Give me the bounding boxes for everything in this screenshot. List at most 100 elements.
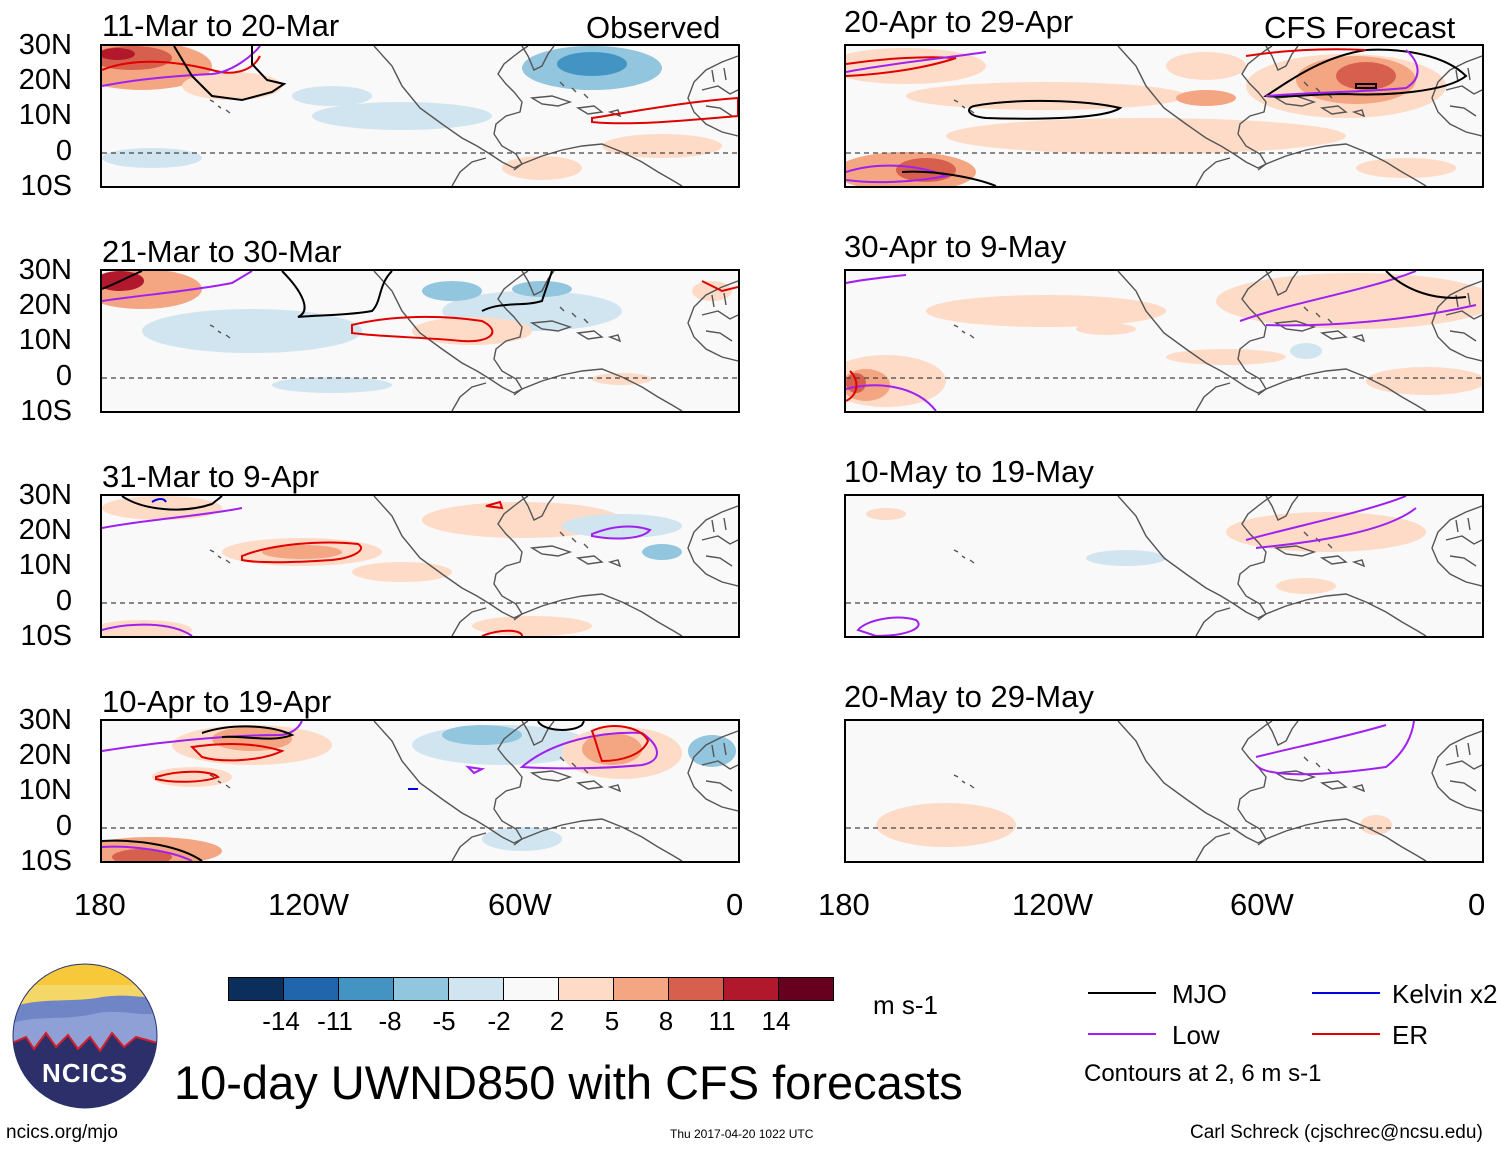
colorbar-swatch [393, 977, 449, 1001]
y-tick-label: 30N [18, 29, 72, 61]
y-tick-label: 30N [18, 479, 72, 511]
y-tick-label: 10S [20, 620, 72, 652]
colorbar-tick: -14 [262, 1006, 300, 1036]
map-frame [844, 719, 1484, 863]
panel-title: 20-May to 29-May [844, 679, 1094, 714]
panel-title: 11-Mar to 20-Mar [102, 8, 340, 43]
y-tick-label: 10S [20, 845, 72, 877]
legend-label-mjo: MJO [1172, 979, 1227, 1009]
x-tick-label: 180 [818, 887, 870, 922]
y-tick-label: 0 [55, 585, 72, 617]
y-tick-label: 20N [18, 64, 72, 96]
colorbar-tick: -2 [487, 1006, 511, 1036]
y-tick-label: 30N [18, 254, 72, 286]
x-tick-label: 0 [726, 887, 744, 922]
x-tick-label: 60W [1230, 887, 1294, 922]
colorbar-swatch [723, 977, 779, 1001]
y-tick-label: 0 [55, 135, 72, 167]
x-tick-label: 120W [268, 887, 349, 922]
colorbar-tick: -5 [432, 1006, 456, 1036]
colorbar-swatch [778, 977, 834, 1001]
panel-title: 20-Apr to 29-Apr [844, 4, 1074, 39]
map-plot [846, 721, 1482, 861]
legend-label-low: Low [1172, 1020, 1220, 1050]
colorbar-swatch [668, 977, 724, 1001]
legend-note: Contours at 2, 6 m s-1 [1084, 1060, 1322, 1087]
map-frame [100, 269, 740, 413]
colorbar-tick: 5 [604, 1006, 620, 1036]
panel-right-3 [844, 719, 1484, 863]
colorbar-tick: 2 [549, 1006, 565, 1036]
x-tick-label: 120W [1012, 887, 1093, 922]
y-tick-label: 20N [18, 514, 72, 546]
y-tick-label: 10N [18, 774, 72, 806]
map-plot [102, 271, 738, 411]
map-plot [846, 496, 1482, 636]
panel-title: 31-Mar to 9-Apr [102, 459, 320, 494]
y-tick-label: 20N [18, 289, 72, 321]
colorbar-swatch [283, 977, 339, 1001]
y-tick-label: 10N [18, 99, 72, 131]
map-plot [102, 496, 738, 636]
legend-line-kelvin [1312, 992, 1380, 994]
panel-left-2 [100, 494, 740, 638]
map-plot [846, 271, 1482, 411]
observed-label: Observed [586, 10, 721, 45]
y-tick-label: 10N [18, 549, 72, 581]
legend-line-low [1088, 1033, 1156, 1035]
colorbar-swatch [613, 977, 669, 1001]
y-tick-label: 0 [55, 360, 72, 392]
colorbar-tick: 14 [761, 1006, 791, 1036]
panel-title: 21-Mar to 30-Mar [102, 234, 342, 269]
panel-left-3 [100, 719, 740, 863]
footer-url[interactable]: ncics.org/mjo [6, 1122, 118, 1143]
colorbar-swatch [448, 977, 504, 1001]
y-tick-label: 0 [55, 810, 72, 842]
colorbar-tick: -11 [317, 1006, 353, 1036]
footer-timestamp: Thu 2017-04-20 1022 UTC [670, 1127, 814, 1141]
panel-title: 30-Apr to 9-May [844, 229, 1067, 264]
map-plot [102, 721, 738, 861]
map-plot [846, 46, 1482, 186]
legend-label-kelvin: Kelvin x2 [1392, 979, 1498, 1009]
legend-line-mjo [1088, 992, 1156, 994]
legend-label-er: ER [1392, 1020, 1429, 1050]
ncics-logo: NCICS [12, 963, 158, 1109]
y-tick-label: 20N [18, 739, 72, 771]
panel-right-2 [844, 494, 1484, 638]
colorbar-swatch [338, 977, 394, 1001]
colorbar-tick: -8 [378, 1006, 402, 1036]
map-frame [100, 494, 740, 638]
panel-right-0 [844, 44, 1484, 188]
panel-title: 10-May to 19-May [844, 454, 1094, 489]
colorbar-swatch [558, 977, 614, 1001]
colorbar-tick: 8 [658, 1006, 674, 1036]
map-frame [100, 719, 740, 863]
panel-left-1 [100, 269, 740, 413]
x-tick-label: 0 [1468, 887, 1486, 922]
colorbar-unit: m s-1 [873, 990, 938, 1020]
map-frame [844, 44, 1484, 188]
x-tick-label: 180 [74, 887, 126, 922]
map-frame [844, 494, 1484, 638]
main-title: 10-day UWND850 with CFS forecasts [174, 1056, 963, 1109]
panel-right-1 [844, 269, 1484, 413]
colorbar-tick: 11 [708, 1006, 736, 1036]
y-tick-label: 10N [18, 324, 72, 356]
footer-author: Carl Schreck (cjschrec@ncsu.edu) [1190, 1122, 1483, 1143]
map-frame [100, 44, 740, 188]
panel-title: 10-Apr to 19-Apr [102, 684, 332, 719]
y-tick-label: 10S [20, 395, 72, 427]
forecast-label: CFS Forecast [1264, 10, 1456, 45]
colorbar [228, 977, 834, 1001]
legend-line-er [1312, 1033, 1380, 1035]
map-frame [844, 269, 1484, 413]
logo-text: NCICS [42, 1058, 128, 1088]
x-tick-label: 60W [488, 887, 552, 922]
colorbar-swatch [228, 977, 284, 1001]
y-tick-label: 10S [20, 170, 72, 202]
map-plot [102, 46, 738, 186]
colorbar-swatch [503, 977, 559, 1001]
y-tick-label: 30N [18, 704, 72, 736]
panel-left-0 [100, 44, 740, 188]
